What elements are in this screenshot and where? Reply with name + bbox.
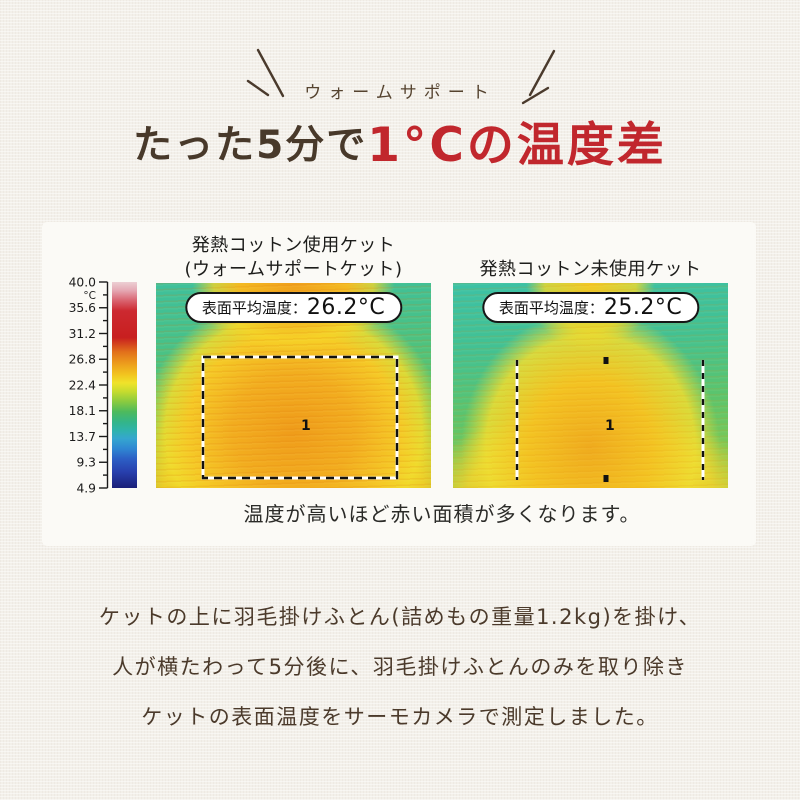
measure-region-marker-used: 1: [201, 355, 399, 480]
avg-temp-badge-used: 表面平均温度： 26.2°C: [184, 292, 403, 323]
avg-temp-badge-unused: 表面平均温度： 25.2°C: [481, 292, 700, 323]
thermal-title-used-line2: (ウォームサポートケット): [184, 259, 403, 280]
measure-region-marker-unused: 1: [515, 357, 705, 482]
scale-label-31-2: 31.2: [69, 327, 96, 341]
region-number-label-unused: 1: [605, 418, 615, 434]
accent-slashes-icon: [246, 48, 556, 105]
scale-unit-label: °C: [83, 290, 96, 302]
scale-label-40: 40.0: [69, 275, 96, 289]
thermal-title-used: 発熱コットン使用ケット (ウォームサポートケット): [156, 232, 431, 282]
accent-slash-right-short-icon: [521, 86, 550, 105]
accent-slash-right-long-icon: [528, 49, 556, 97]
kicker-label: ウォームサポート: [304, 83, 496, 103]
thermal-image-used: 1 表面平均温度： 26.2°C: [156, 283, 431, 488]
thermal-title-unused: 発熱コットン未使用ケット: [453, 232, 728, 282]
scale-label-35-6: 35.6: [69, 301, 97, 315]
page-title: たった5分で1°Cの温度差: [0, 106, 800, 175]
comparison-panel: 40.0 °C 35.6 31.2 26.8 22.4 18.1 13.7 9.…: [42, 222, 756, 546]
scale-ticks: [99, 281, 109, 489]
avg-temp-badge-unused-value: 25.2°C: [603, 295, 683, 320]
scale-label-9-3: 9.3: [76, 456, 96, 470]
scale-label-13-7: 13.7: [69, 430, 96, 444]
footer-note-line-3: ケットの表面温度をサーモカメラで測定しました。: [141, 705, 659, 729]
temperature-scale: 40.0 °C 35.6 31.2 26.8 22.4 18.1 13.7 9.…: [69, 275, 137, 495]
footer-note-line-2: 人が横たわって5分後に、羽毛掛けふとんのみを取り除き: [112, 655, 688, 679]
scale-label-4-9: 4.9: [76, 481, 96, 495]
footer-note-line-1: ケットの上に羽毛掛けふとん(詰めもの重量1.2kg)を掛け、: [98, 605, 702, 629]
accent-slash-left-long-icon: [256, 48, 285, 98]
title-prefix: たった5分で: [133, 123, 368, 168]
accent-slash-left-short-icon: [246, 79, 270, 97]
avg-temp-badge-used-label: 表面平均温度：: [201, 299, 307, 317]
thermal-title-used-line1: 発熱コットン使用ケット: [191, 235, 396, 256]
scale-label-22-4: 22.4: [69, 378, 97, 392]
scale-label-26-8: 26.8: [69, 353, 96, 367]
colorbar-gradient: [112, 282, 137, 488]
thermal-image-unused: 1 表面平均温度： 25.2°C: [453, 283, 728, 488]
region-number-label-used: 1: [301, 418, 311, 434]
avg-temp-badge-unused-label: 表面平均温度：: [498, 299, 604, 317]
thermal-title-unused-line1: 発熱コットン未使用ケット: [479, 259, 702, 280]
panel-caption: 温度が高いほど赤い面積が多くなります。: [243, 502, 641, 526]
scale-label-18-1: 18.1: [69, 404, 96, 418]
title-highlight: 1°Cの温度差: [367, 118, 667, 173]
scale-labels: 40.0 °C 35.6 31.2 26.8 22.4 18.1 13.7 9.…: [69, 275, 97, 495]
avg-temp-badge-used-value: 26.2°C: [306, 295, 386, 320]
footer-note: ケットの上に羽毛掛けふとん(詰めもの重量1.2kg)を掛け、 人が横たわって5分…: [0, 596, 800, 746]
